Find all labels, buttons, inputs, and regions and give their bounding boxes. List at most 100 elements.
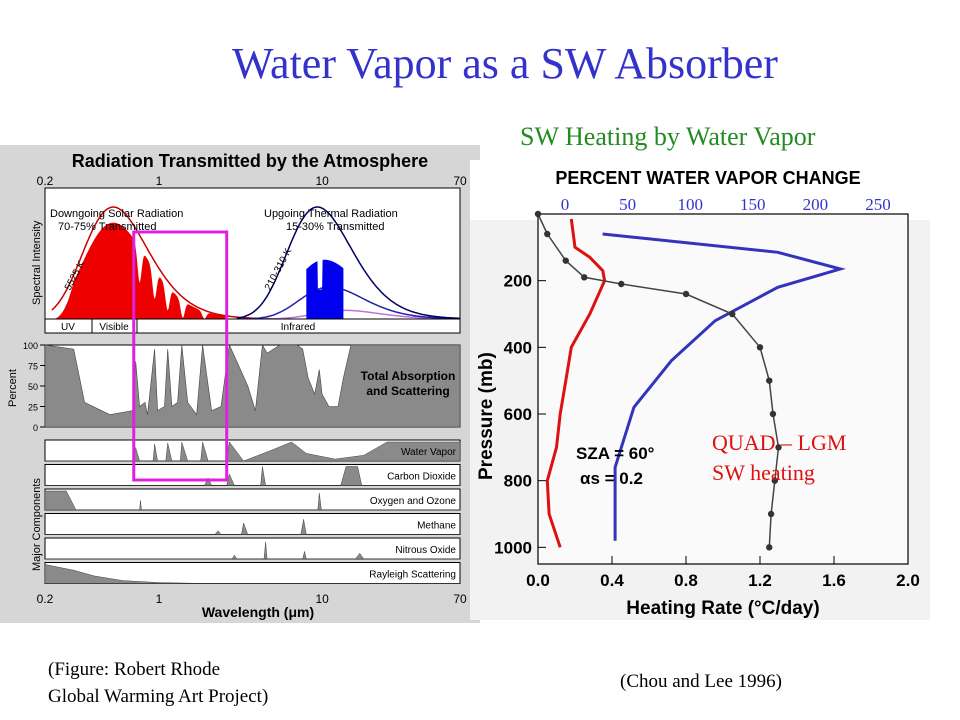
plot-frame [537, 213, 909, 565]
sza-inset: SZA = 60° [576, 444, 655, 463]
percent-tick-label: 150 [740, 195, 766, 214]
quad-lgm-annotation: QUAD – LGM [712, 430, 846, 455]
pressure-tick-label: 600 [504, 405, 532, 424]
right-chart-title: PERCENT WATER VAPOR CHANGE [555, 168, 860, 188]
solar-label: Downgoing Solar Radiation [50, 208, 183, 220]
percent-tick-label: 100 [677, 195, 703, 214]
series-point [775, 444, 782, 451]
percent-tick-label: 25 [28, 403, 38, 413]
left-chart-title: Radiation Transmitted by the Atmosphere [72, 151, 428, 171]
percent-ticks: 100 75 50 25 0 [23, 341, 45, 433]
percent-tick-label: 0 [561, 195, 570, 214]
series-line [537, 213, 780, 548]
series-line [602, 232, 846, 541]
spectral-ylabel: Spectral Intensity [31, 220, 43, 305]
percent-ylabel: Percent [7, 369, 19, 407]
pressure-tick-label: 800 [504, 472, 532, 491]
bottom-tick-label: 0.2 [37, 592, 54, 606]
sw-heating-figure: PERCENT WATER VAPOR CHANGE 0 50 100 150 200 2… [470, 160, 930, 620]
series-point [769, 410, 777, 418]
percent-axis-ticks: 0 50 100 150 200 250 [561, 195, 891, 214]
solar-transmitted-area [54, 222, 227, 319]
bottom-tick-label: 1 [156, 592, 163, 606]
top-tick-label: 10 [315, 174, 329, 188]
thermal-transmitted-area [306, 259, 344, 319]
pressure-tick-label: 400 [504, 338, 532, 357]
thermal-blackbody-curve [236, 206, 461, 320]
sw-heating-annotation: SW heating [712, 460, 815, 485]
series-point [682, 290, 690, 298]
component-absorption [45, 519, 460, 535]
slide-title: Water Vapor as a SW Absorber [232, 39, 778, 88]
components-ylabel: Major Components [31, 478, 43, 571]
component-label: Carbon Dioxide [387, 472, 456, 483]
series-point [562, 257, 569, 264]
credit-left-2: Global Warming Art Project) [48, 686, 269, 707]
heating-rate-xlabel: Heating Rate (°C/day) [626, 598, 819, 619]
heating-tick-label: 0.8 [674, 571, 698, 590]
component-absorption [44, 564, 460, 584]
percent-tick-label: 50 [28, 382, 38, 392]
series-point [771, 477, 778, 484]
credit-left-1: (Figure: Robert Rhode [48, 659, 221, 680]
pressure-tick-label: 1000 [494, 538, 532, 557]
series-point [766, 377, 773, 384]
thermal-label: Upgoing Thermal Radiation [264, 208, 398, 220]
heating-tick-label: 1.6 [822, 571, 846, 590]
thermal-blackbody-curve [236, 286, 460, 320]
heating-tick-label: 0.0 [526, 571, 550, 590]
percent-tick-label: 250 [865, 195, 891, 214]
component-label: Nitrous Oxide [395, 545, 456, 556]
component-label: Methane [417, 521, 456, 532]
component-label: Water Vapor [401, 447, 457, 458]
percent-tick-label: 200 [803, 195, 829, 214]
series-point [756, 344, 764, 351]
radiation-transmitted-figure: Radiation Transmitted by the Atmosphere … [0, 145, 480, 623]
band-uv: UV [61, 322, 75, 333]
total-absorption-area [44, 343, 461, 428]
component-label: Oxygen and Ozone [370, 496, 457, 507]
right-series [534, 210, 846, 551]
top-tick-label: 70 [453, 174, 467, 188]
credit-right: (Chou and Lee 1996) [620, 671, 782, 692]
heating-tick-label: 1.2 [748, 571, 772, 590]
top-tick-label: 1 [156, 174, 163, 188]
thermal-transmitted: 15-30% Transmitted [286, 221, 384, 233]
heating-tick-label: 0.4 [600, 571, 624, 590]
band-visible: Visible [99, 322, 129, 333]
band-infrared: Infrared [281, 322, 315, 333]
percent-tick-label: 50 [619, 195, 636, 214]
component-panel [44, 513, 461, 535]
series-point [729, 310, 736, 318]
heating-tick-label: 2.0 [896, 571, 920, 590]
series-point [618, 280, 625, 288]
total-label-1: Total Absorption [361, 369, 456, 383]
series-point [767, 510, 775, 518]
total-label-2: and Scattering [366, 384, 449, 398]
bottom-axis-ticks: 0.2 1 10 70 [37, 592, 467, 606]
highlight-box [132, 230, 229, 482]
percent-tick-label: 75 [28, 362, 38, 372]
component-absorption [45, 466, 460, 486]
series-line [545, 218, 607, 548]
top-axis-ticks: 0.2 1 10 70 [37, 174, 467, 188]
series-point [534, 210, 542, 218]
series-point [581, 274, 588, 281]
series-point [544, 230, 551, 238]
top-tick-label: 0.2 [37, 174, 54, 188]
solar-transmitted: 70-75% Transmitted [58, 221, 156, 233]
solar-blackbody-curve [51, 206, 287, 320]
component-absorption [44, 490, 460, 511]
band-strip [44, 318, 461, 334]
pressure-tick-label: 200 [504, 272, 532, 291]
right-ticks: 0.0 0.4 0.8 1.2 1.6 2.0 200 400 600 800 1000 [494, 272, 920, 590]
bottom-tick-label: 70 [453, 592, 467, 606]
wavelength-xlabel: Wavelength (μm) [202, 604, 314, 620]
right-chart-subtitle: SW Heating by Water Vapor [520, 122, 816, 151]
albedo-inset: αs = 0.2 [580, 469, 643, 488]
component-absorption [45, 441, 461, 462]
spectral-curves [51, 206, 461, 320]
total-absorption-fill [44, 343, 461, 428]
series-point [766, 544, 773, 551]
percent-tick-label: 0 [33, 423, 38, 433]
